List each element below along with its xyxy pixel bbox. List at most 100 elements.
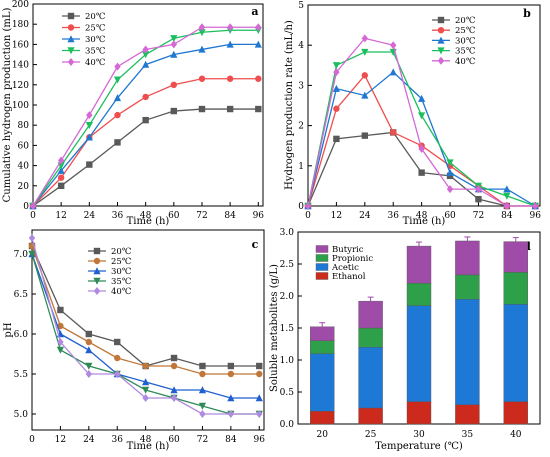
series-line (307, 37, 536, 207)
data-point (198, 45, 206, 53)
data-point (198, 402, 207, 410)
data-point (503, 202, 511, 210)
data-point (389, 68, 397, 76)
panel-label: b (523, 7, 531, 20)
data-point (142, 93, 149, 101)
data-point (304, 202, 312, 210)
y-tick-label: 1.0 (280, 356, 295, 366)
bar-segment (358, 300, 383, 329)
x-tick-label: 20 (316, 430, 328, 440)
bar-segment (358, 407, 383, 425)
bar-segment (455, 274, 480, 300)
data-point (142, 386, 150, 394)
data-point (114, 354, 121, 362)
legend-entry: 35℃ (432, 47, 475, 57)
bar-segment (503, 401, 528, 425)
data-point (142, 60, 150, 68)
legend-entry: 25℃ (88, 257, 131, 267)
series-3 (304, 48, 539, 210)
data-point (57, 182, 65, 189)
legend-entry: 25℃ (62, 24, 105, 34)
data-point (418, 112, 426, 120)
legend-label: Propionic (332, 254, 373, 264)
bar-segment (358, 347, 383, 409)
data-point (199, 362, 206, 370)
x-tick-label: 12 (55, 211, 66, 221)
x-tick-label: 24 (84, 211, 96, 221)
x-tick-label: 48 (140, 435, 152, 445)
legend-label: 35℃ (85, 47, 105, 57)
data-point (170, 394, 178, 402)
data-point (85, 370, 93, 378)
data-point (503, 185, 511, 193)
data-point (198, 23, 206, 32)
x-tick-label: 96 (253, 211, 265, 221)
legend-marker (67, 24, 75, 31)
y-tick-label: 0.0 (280, 420, 295, 430)
y-tick-label: 120 (12, 81, 29, 91)
legend-label: 30℃ (111, 267, 131, 277)
data-point (170, 354, 178, 362)
data-point (475, 195, 482, 203)
legend-entry: 40℃ (88, 287, 131, 297)
data-point (142, 45, 149, 54)
series-line (31, 245, 260, 375)
data-point (86, 111, 93, 120)
legend-swatch (315, 254, 329, 262)
legend-entry: 30℃ (88, 267, 131, 277)
series-line (307, 51, 536, 207)
data-point (170, 50, 178, 58)
legend-entry: Butyric (315, 245, 364, 255)
plot-frame (31, 229, 265, 431)
x-tick-label: 36 (112, 211, 124, 221)
data-point (227, 370, 235, 378)
data-point (446, 168, 454, 176)
data-point (114, 139, 121, 146)
legend-entry: 30℃ (432, 36, 475, 46)
legend-label: Acetic (331, 263, 359, 273)
legend-marker (67, 47, 75, 55)
data-point (446, 172, 454, 180)
legend-label: 20℃ (111, 247, 131, 257)
data-point (170, 107, 178, 115)
data-point (333, 105, 340, 112)
series-1 (29, 75, 262, 210)
data-point (114, 62, 121, 71)
data-point (170, 386, 178, 394)
legend-marker (67, 12, 75, 20)
legend-label: Ethanol (332, 272, 366, 282)
data-point (361, 48, 369, 56)
data-point (226, 40, 234, 48)
y-tick-label: 0 (23, 202, 29, 212)
data-point (255, 394, 263, 402)
series-line (31, 253, 260, 399)
bar-segment (455, 240, 480, 276)
bar-segment (503, 272, 528, 305)
data-point (28, 250, 36, 258)
data-point (85, 338, 93, 346)
plot-frame (32, 3, 264, 207)
series-0 (304, 129, 539, 210)
series-4 (304, 34, 539, 210)
legend-label: 25℃ (455, 26, 475, 36)
data-point (57, 174, 65, 181)
bar-segment (406, 245, 432, 284)
data-point (227, 410, 235, 418)
x-tick-label: 60 (168, 435, 180, 445)
legend-label: 25℃ (111, 257, 131, 267)
y-tick-label: 60 (18, 141, 30, 151)
x-tick-label: 60 (444, 211, 456, 221)
legend-label: 30℃ (455, 36, 475, 46)
x-tick-label: 35 (462, 430, 474, 440)
series-1 (28, 242, 263, 378)
series-4 (29, 23, 262, 210)
data-point (332, 84, 341, 92)
data-point (113, 76, 122, 84)
y-tick-label: 0 (298, 202, 304, 212)
data-point (170, 362, 178, 370)
data-point (142, 51, 150, 59)
data-point (57, 338, 64, 346)
data-point (114, 338, 121, 346)
data-point (198, 75, 206, 82)
